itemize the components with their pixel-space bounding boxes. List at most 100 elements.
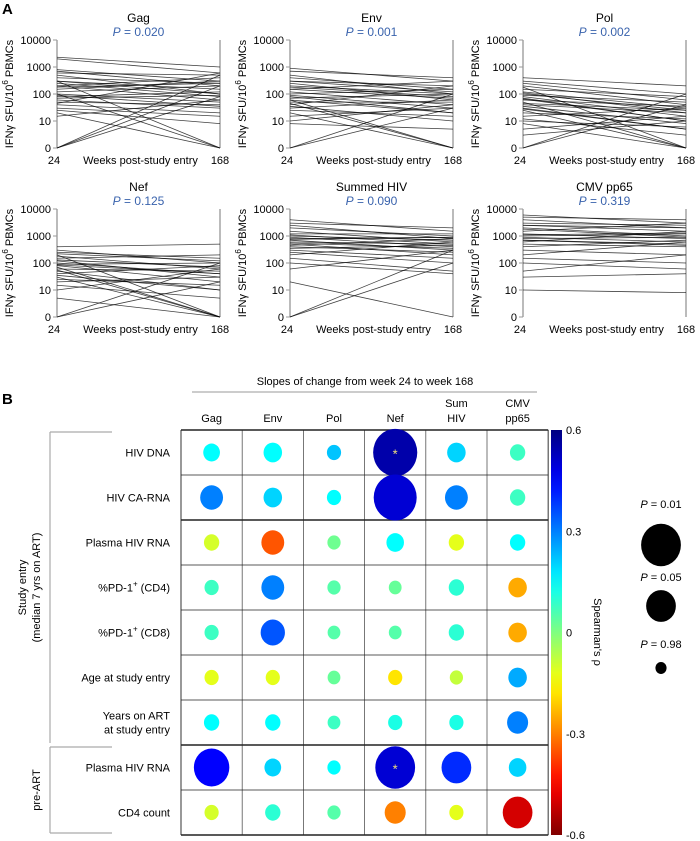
y-tick-label: 10000 — [20, 35, 51, 47]
correlation-bubble — [388, 625, 402, 640]
p-value: = 0.125 — [121, 194, 165, 208]
correlation-bubble — [204, 579, 219, 596]
participant-line — [522, 112, 687, 120]
correlation-bubble — [265, 669, 280, 686]
participant-line — [522, 101, 687, 149]
correlation-bubble — [508, 622, 527, 643]
participant-line — [522, 80, 687, 95]
participant-line — [289, 249, 454, 259]
correlation-bubble — [265, 804, 281, 821]
participant-line — [522, 92, 687, 114]
p-symbol: P — [579, 25, 587, 39]
p-value: = 0.319 — [587, 194, 631, 208]
correlation-bubble — [388, 580, 402, 595]
x-tick-label: 24 — [48, 324, 60, 336]
x-axis-label: Weeks post-study entry — [83, 155, 198, 167]
p-symbol: P — [346, 194, 354, 208]
y-tick-label: 10000 — [486, 204, 517, 216]
size-legend-label: P = 0.98 — [640, 639, 681, 651]
y-tick-label: 10 — [39, 285, 51, 297]
column-header: Sum — [445, 398, 468, 410]
y-tick-label: 1000 — [493, 62, 517, 74]
row-label: CD4 count — [118, 808, 170, 820]
participant-line — [289, 80, 454, 87]
row-label-text: HIV DNA — [125, 448, 170, 460]
row-label-sup: + — [133, 580, 138, 589]
p-symbol: P — [113, 194, 121, 208]
y-axis-label: IFNγ SFU/106 PBMCs — [234, 208, 249, 317]
participant-line — [522, 249, 687, 256]
correlation-bubble — [326, 444, 342, 461]
y-tick-label: 10 — [272, 116, 284, 128]
participant-line — [289, 99, 454, 109]
p-symbol: P — [640, 639, 648, 651]
x-tick-label: 168 — [211, 155, 229, 167]
subplot-title: Summed HIV — [336, 180, 407, 194]
participant-line — [289, 236, 454, 240]
size-legend-circle — [646, 590, 676, 622]
row-label: %PD-1+ (CD8) — [98, 625, 170, 640]
participant-line — [56, 91, 221, 98]
correlation-bubble — [386, 533, 404, 552]
y-tick-label: 10 — [272, 285, 284, 297]
x-tick-label: 168 — [211, 324, 229, 336]
correlation-bubble — [509, 489, 526, 506]
participant-line — [522, 118, 687, 136]
participant-line — [522, 254, 687, 272]
correlation-bubble — [449, 804, 464, 821]
participant-line — [289, 88, 454, 99]
y-tick-label: 1000 — [260, 62, 284, 74]
correlation-bubble — [508, 577, 527, 598]
participant-line — [522, 104, 687, 149]
participant-line — [56, 94, 221, 107]
participant-line — [289, 80, 454, 90]
participant-line — [522, 104, 687, 114]
row-label: Plasma HIV RNA — [86, 538, 171, 550]
participant-line — [522, 102, 687, 111]
participant-line — [56, 276, 221, 318]
correlation-bubble — [327, 805, 341, 820]
significance-star: * — [393, 762, 398, 777]
participant-line — [56, 262, 221, 318]
participant-line — [289, 123, 454, 130]
participant-line — [522, 88, 687, 98]
colorbar-label: Spearman's ρ — [591, 598, 603, 666]
participant-line — [56, 107, 221, 117]
y-label-prefix: IFNγ SFU/10 — [4, 85, 16, 149]
y-label-prefix: IFNγ SFU/10 — [470, 85, 482, 149]
participant-line — [56, 74, 221, 149]
correlation-bubble — [327, 670, 341, 685]
participant-line — [56, 58, 221, 74]
subplot-title: Pol — [596, 11, 613, 25]
y-label-sup: 6 — [467, 80, 476, 85]
p-symbol: P — [579, 194, 587, 208]
participant-line — [56, 259, 221, 268]
participant-line — [289, 70, 454, 79]
x-tick-label: 168 — [677, 324, 695, 336]
participant-line — [522, 222, 687, 232]
participant-line — [289, 249, 454, 270]
y-tick-label: 100 — [33, 258, 51, 270]
participant-line — [56, 251, 221, 259]
participant-line — [522, 214, 687, 224]
correlation-bubble — [203, 534, 220, 551]
p-value-label: P = 0.020 — [113, 25, 165, 39]
correlation-bubble — [449, 670, 464, 685]
participant-line — [56, 82, 221, 88]
row-label-text: HIV CA-RNA — [106, 493, 170, 505]
y-axis-label: IFNγ SFU/106 PBMCs — [467, 39, 482, 148]
colorbar-tick-label: 0.3 — [566, 526, 581, 538]
correlation-bubble — [448, 579, 465, 596]
correlation-bubble — [261, 530, 285, 555]
correlation-bubble — [204, 669, 219, 686]
x-tick-label: 24 — [514, 155, 526, 167]
size-legend-circle — [655, 662, 667, 674]
y-tick-label: 1000 — [27, 231, 51, 243]
y-tick-label: 10 — [39, 116, 51, 128]
participant-line — [56, 254, 221, 259]
participant-line — [522, 241, 687, 256]
x-tick-label: 24 — [281, 155, 293, 167]
y-tick-label: 0 — [45, 143, 51, 155]
